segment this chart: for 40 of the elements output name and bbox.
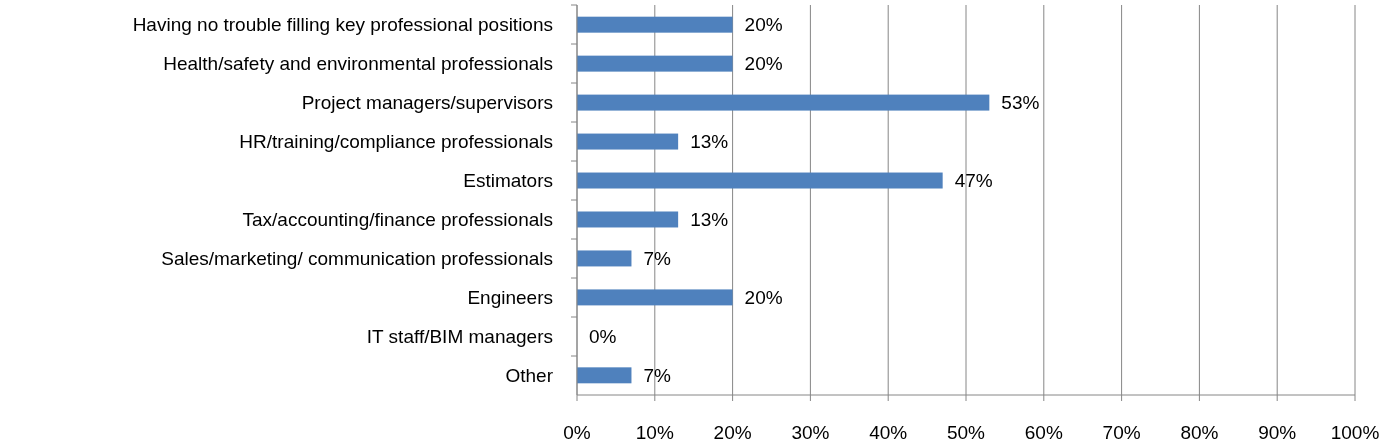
y-tick-label: Engineers xyxy=(467,287,553,309)
bar xyxy=(577,289,733,306)
data-label: 13% xyxy=(690,209,729,231)
bar xyxy=(577,133,679,150)
x-tick-label: 60% xyxy=(1024,422,1063,443)
data-label: 47% xyxy=(954,170,993,192)
x-tick-label: 80% xyxy=(1180,422,1219,443)
x-tick-label: 30% xyxy=(791,422,830,443)
x-tick-label: 0% xyxy=(563,422,591,443)
x-tick-label: 40% xyxy=(869,422,908,443)
x-tick-label: 20% xyxy=(713,422,752,443)
bar xyxy=(577,16,733,33)
y-tick-label: Health/safety and environmental professionals xyxy=(163,53,553,75)
data-label: 20% xyxy=(744,14,783,36)
data-label: 7% xyxy=(643,364,672,386)
data-label: 53% xyxy=(1001,92,1040,114)
x-tick-label: 10% xyxy=(635,422,674,443)
bar xyxy=(577,94,990,111)
x-tick-label: 70% xyxy=(1102,422,1141,443)
y-tick-label: Estimators xyxy=(463,170,553,192)
y-tick-label: Other xyxy=(505,364,554,386)
data-label: 20% xyxy=(744,53,783,75)
bar xyxy=(577,211,679,228)
y-tick-label: Sales/marketing/ communication professionals xyxy=(161,248,553,270)
data-label: 13% xyxy=(690,131,729,153)
bar xyxy=(577,172,943,189)
y-tick-label: IT staff/BIM managers xyxy=(366,326,553,348)
bar xyxy=(577,250,632,267)
x-tick-label: 100% xyxy=(1330,422,1380,443)
y-tick-label: Having no trouble filling key professional positions xyxy=(132,14,553,36)
y-tick-label: Tax/accounting/finance professionals xyxy=(242,209,553,231)
data-label: 0% xyxy=(589,326,617,348)
data-label: 20% xyxy=(744,287,783,309)
y-tick-label: HR/training/compliance professionals xyxy=(239,131,553,153)
x-tick-label: 50% xyxy=(946,422,986,443)
x-tick-label: 90% xyxy=(1258,422,1297,443)
y-tick-label: Project managers/supervisors xyxy=(301,92,553,114)
bar xyxy=(577,367,632,384)
data-label: 7% xyxy=(643,248,672,270)
bar xyxy=(577,55,733,72)
